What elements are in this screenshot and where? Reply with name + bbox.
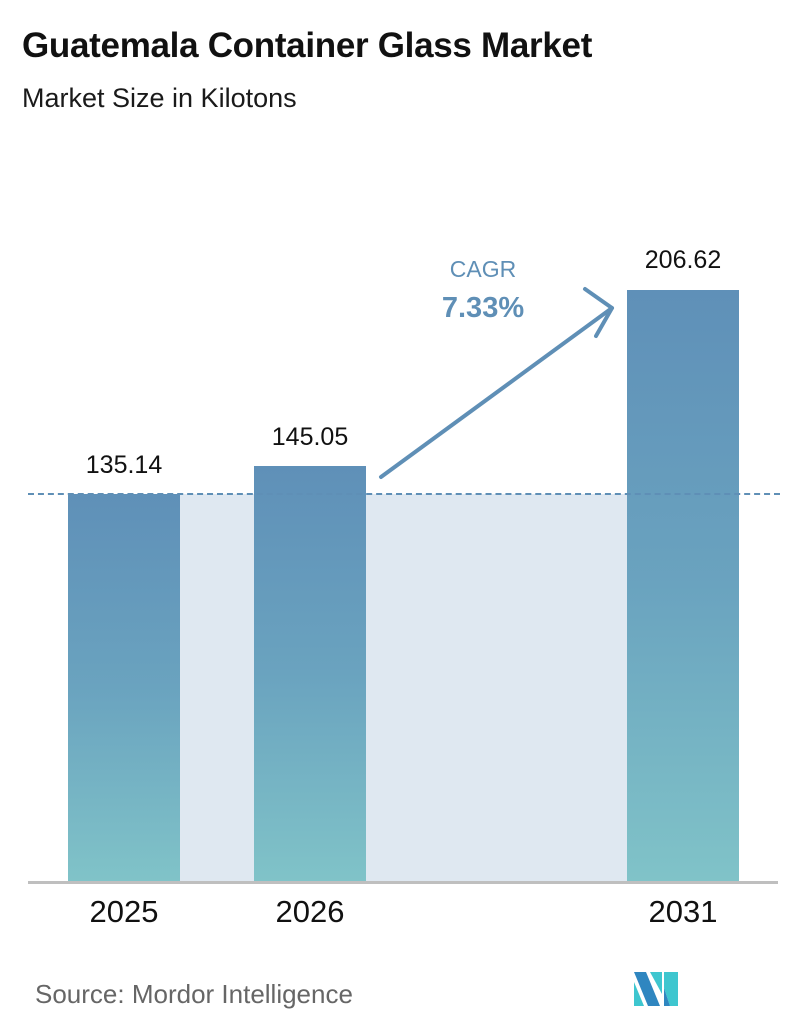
x-axis-baseline	[28, 881, 778, 884]
bar-2025	[68, 494, 180, 881]
value-label-2025: 135.14	[85, 451, 163, 479]
bar-2026	[254, 466, 366, 881]
category-label-2031: 2031	[648, 894, 718, 929]
category-label-2026: 2026	[275, 894, 345, 929]
cagr-label: CAGR	[449, 256, 517, 282]
fill-region-1	[180, 494, 254, 881]
value-label-2031: 206.62	[644, 246, 722, 274]
reference-dashed-line	[28, 493, 780, 495]
mordor-intelligence-logo-icon	[634, 972, 678, 1006]
category-label-2025: 2025	[89, 894, 159, 929]
cagr-value: 7.33%	[441, 292, 525, 324]
source-text: Source: Mordor Intelligence	[35, 979, 353, 1009]
chart-subtitle: Market Size in Kilotons	[22, 83, 297, 113]
bar-2031	[627, 290, 739, 881]
value-label-2026: 145.05	[271, 423, 349, 451]
chart-title: Guatemala Container Glass Market	[22, 26, 593, 65]
fill-region-2	[366, 494, 627, 881]
